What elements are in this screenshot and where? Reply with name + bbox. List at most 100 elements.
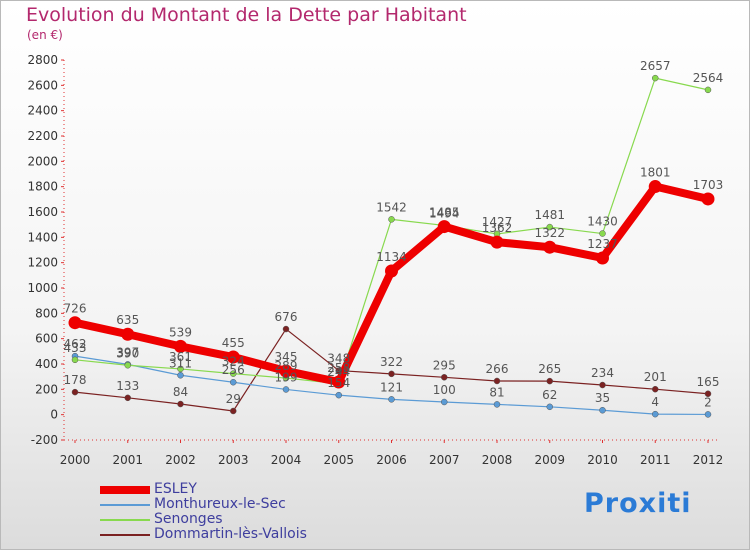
- y-tick-label: 1000: [27, 281, 58, 295]
- series-point-2: [230, 370, 237, 377]
- series-point-2: [546, 223, 553, 231]
- data-label: 154: [327, 376, 350, 390]
- series-point-2: [71, 356, 79, 364]
- data-label: 1481: [534, 208, 565, 222]
- series-point-1: [441, 398, 448, 406]
- data-label: 348: [327, 352, 350, 366]
- series-point-2: [652, 74, 659, 82]
- data-label: 35: [595, 391, 610, 405]
- series-point-3: [704, 390, 712, 398]
- y-tick-label: 1400: [27, 230, 58, 244]
- y-tick-label: 0: [50, 408, 58, 422]
- legend-swatch: [100, 519, 150, 521]
- legend-swatch: [100, 504, 150, 506]
- y-tick-label: 800: [35, 306, 58, 320]
- data-label: 1237: [587, 237, 618, 251]
- data-label: 165: [697, 375, 720, 389]
- data-label: 2657: [640, 59, 671, 73]
- data-label: 1703: [693, 178, 724, 192]
- data-label: 322: [380, 355, 403, 369]
- data-label: 539: [169, 325, 192, 339]
- y-tick-label: 1800: [27, 180, 58, 194]
- data-label: 1485: [429, 206, 460, 220]
- data-label: 2564: [693, 71, 724, 85]
- x-tick-label: 2010: [587, 453, 618, 467]
- series-point-1: [388, 396, 395, 403]
- series-point-0: [121, 327, 135, 341]
- data-label: 100: [433, 383, 456, 397]
- data-label: 133: [116, 379, 139, 393]
- y-tick-label: 2000: [27, 154, 58, 168]
- series-point-3: [71, 388, 79, 396]
- data-label: 84: [173, 385, 188, 399]
- data-label: 295: [433, 358, 456, 372]
- data-label: 289: [275, 359, 298, 373]
- series-point-1: [546, 403, 553, 411]
- series-point-2: [388, 216, 395, 223]
- series-point-3: [388, 370, 395, 378]
- series-point-3: [652, 385, 659, 393]
- series-point-3: [124, 394, 131, 402]
- series-point-0: [332, 375, 346, 389]
- series-point-1: [493, 401, 501, 408]
- series-point-2: [177, 365, 184, 373]
- series-point-2: [124, 362, 131, 369]
- series-point-3: [493, 377, 501, 385]
- data-label: 397: [116, 345, 139, 359]
- data-label: 1801: [640, 166, 671, 180]
- y-tick-label: 1200: [27, 256, 58, 270]
- series-point-3: [177, 400, 184, 408]
- series-point-3: [546, 377, 553, 385]
- x-tick-label: 2004: [271, 453, 302, 467]
- legend-swatch: [100, 486, 150, 494]
- y-tick-label: 400: [35, 357, 58, 371]
- series-point-1: [282, 386, 290, 393]
- data-label: 1494: [429, 206, 460, 220]
- x-tick-label: 2000: [60, 453, 91, 467]
- series-point-0: [490, 235, 504, 249]
- y-tick-label: 2400: [27, 104, 58, 118]
- data-label: 1542: [376, 200, 407, 214]
- series-point-1: [599, 406, 606, 414]
- chart-title: Evolution du Montant de la Dette par Hab…: [26, 4, 467, 26]
- data-label: 29: [226, 392, 241, 406]
- series-point-0: [174, 339, 187, 353]
- legend-label: ESLEY: [154, 481, 197, 497]
- x-tick-label: 2011: [640, 453, 671, 467]
- legend-label: Monthureux-le-Sec: [154, 496, 286, 512]
- data-label: 244: [327, 365, 350, 379]
- y-tick-label: 2800: [27, 53, 58, 67]
- data-label: 121: [380, 380, 403, 394]
- series-point-0: [701, 192, 715, 206]
- series-point-3: [230, 407, 237, 415]
- data-label: 234: [591, 366, 614, 380]
- x-tick-label: 2008: [482, 453, 513, 467]
- data-label: 81: [489, 385, 504, 399]
- series-point-3: [441, 374, 448, 381]
- series-point-0: [279, 364, 293, 378]
- legend-label: Senonges: [154, 511, 223, 527]
- data-label: 1322: [534, 226, 565, 240]
- x-tick-label: 2009: [534, 453, 565, 467]
- data-label: 1430: [587, 215, 618, 229]
- data-label: 4: [651, 395, 659, 409]
- y-tick-label: 600: [35, 332, 58, 346]
- data-label: 455: [222, 336, 245, 350]
- y-tick-label: 2200: [27, 129, 58, 143]
- y-tick-label: 200: [35, 382, 58, 396]
- series-point-1: [652, 410, 659, 418]
- data-label: 345: [275, 350, 298, 364]
- series-point-1: [335, 391, 342, 399]
- x-tick-label: 2001: [112, 453, 143, 467]
- data-label: 462: [64, 337, 87, 351]
- data-label: 201: [644, 370, 667, 384]
- data-label: 265: [538, 362, 561, 376]
- chart-unit-label: (en €): [27, 28, 63, 42]
- data-label: 199: [275, 370, 298, 384]
- data-label: 324: [222, 355, 245, 369]
- data-label: 676: [275, 310, 298, 324]
- x-tick-label: 2005: [323, 453, 354, 467]
- series-point-1: [230, 378, 237, 386]
- data-label: 726: [64, 302, 87, 316]
- x-tick-label: 2006: [376, 453, 407, 467]
